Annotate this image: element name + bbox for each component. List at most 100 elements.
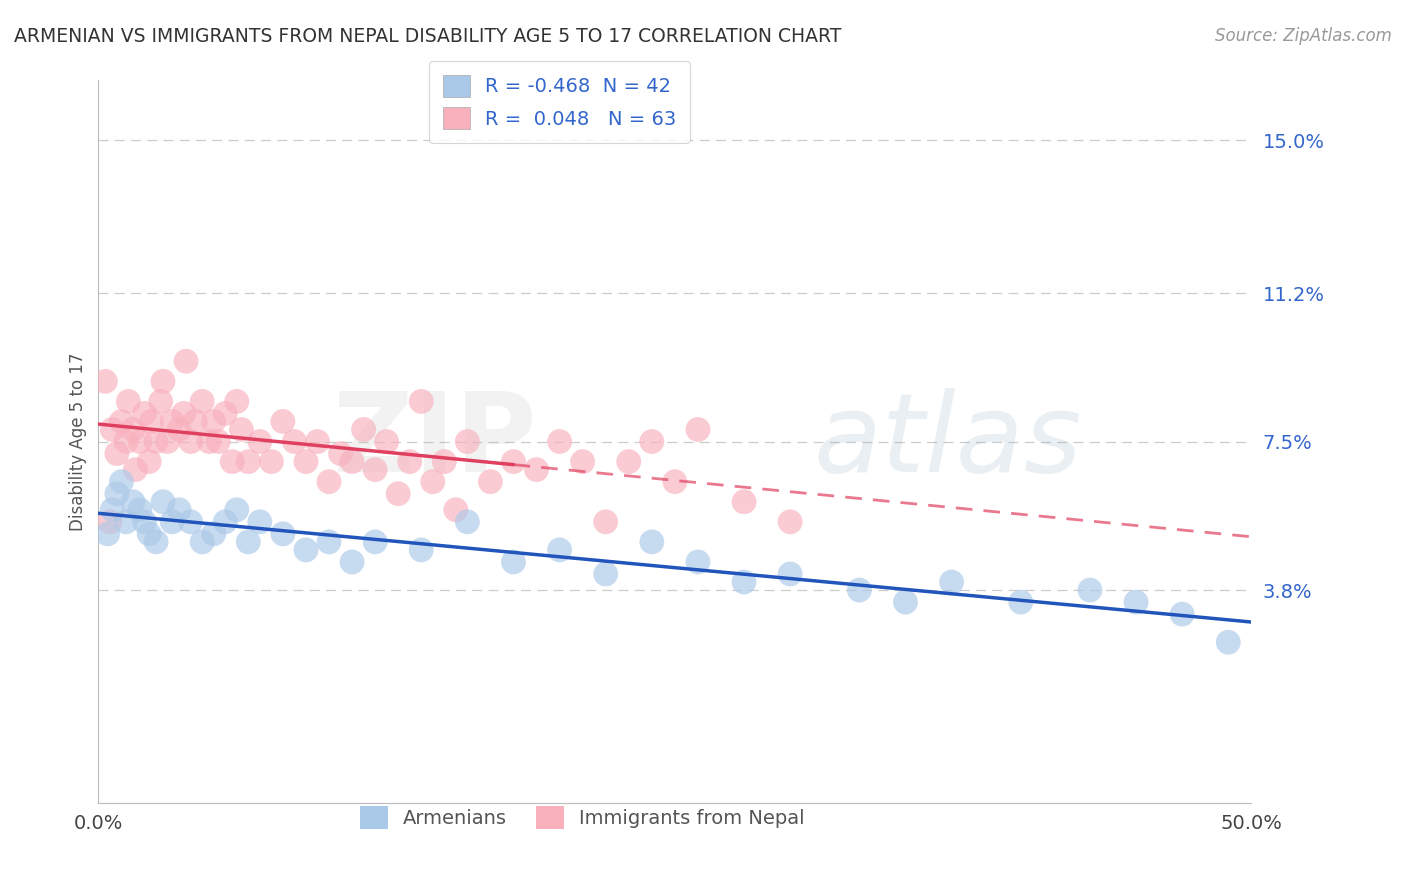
Point <box>548 542 571 557</box>
Point <box>686 423 709 437</box>
Point <box>1125 595 1147 609</box>
Point <box>733 575 755 590</box>
Point <box>411 394 433 409</box>
Point <box>110 414 132 429</box>
Y-axis label: Disability Age 5 to 17: Disability Age 5 to 17 <box>69 352 87 531</box>
Point <box>174 354 197 368</box>
Text: atlas: atlas <box>813 388 1081 495</box>
Point <box>318 475 340 489</box>
Point <box>221 455 243 469</box>
Point <box>97 526 120 541</box>
Point <box>526 462 548 476</box>
Point <box>138 526 160 541</box>
Point <box>225 503 247 517</box>
Text: ZIP: ZIP <box>333 388 537 495</box>
Point <box>124 462 146 476</box>
Point <box>595 567 617 582</box>
Point <box>249 434 271 449</box>
Point <box>122 494 145 508</box>
Point <box>101 423 124 437</box>
Point <box>375 434 398 449</box>
Point <box>152 494 174 508</box>
Point <box>398 455 420 469</box>
Point <box>1078 583 1101 598</box>
Point <box>122 423 145 437</box>
Point <box>167 423 190 437</box>
Point <box>98 515 121 529</box>
Point <box>260 455 283 469</box>
Point <box>202 526 225 541</box>
Point <box>94 375 117 389</box>
Point <box>340 555 363 569</box>
Text: ARMENIAN VS IMMIGRANTS FROM NEPAL DISABILITY AGE 5 TO 17 CORRELATION CHART: ARMENIAN VS IMMIGRANTS FROM NEPAL DISABI… <box>14 27 841 45</box>
Point <box>231 423 253 437</box>
Point <box>191 394 214 409</box>
Point <box>145 535 167 549</box>
Point <box>422 475 444 489</box>
Point <box>307 434 329 449</box>
Point <box>502 555 524 569</box>
Point <box>238 455 260 469</box>
Point <box>353 423 375 437</box>
Point <box>318 535 340 549</box>
Point <box>207 434 229 449</box>
Point <box>191 535 214 549</box>
Point <box>105 487 128 501</box>
Point <box>733 494 755 508</box>
Point <box>571 455 593 469</box>
Point <box>184 414 207 429</box>
Point <box>214 407 236 421</box>
Point <box>138 455 160 469</box>
Point <box>941 575 963 590</box>
Point <box>152 375 174 389</box>
Point <box>129 434 152 449</box>
Point <box>271 526 294 541</box>
Point <box>295 455 318 469</box>
Point <box>411 542 433 557</box>
Point <box>202 414 225 429</box>
Point <box>387 487 409 501</box>
Point <box>444 503 467 517</box>
Point <box>664 475 686 489</box>
Point <box>340 455 363 469</box>
Point <box>214 515 236 529</box>
Point <box>160 414 183 429</box>
Point <box>249 515 271 529</box>
Point <box>502 455 524 469</box>
Point <box>225 394 247 409</box>
Point <box>894 595 917 609</box>
Point <box>1171 607 1194 622</box>
Point <box>145 434 167 449</box>
Point <box>548 434 571 449</box>
Point <box>595 515 617 529</box>
Point <box>479 475 502 489</box>
Text: Source: ZipAtlas.com: Source: ZipAtlas.com <box>1215 27 1392 45</box>
Point <box>180 434 202 449</box>
Point <box>167 503 190 517</box>
Point <box>134 515 156 529</box>
Point <box>271 414 294 429</box>
Point <box>686 555 709 569</box>
Point <box>180 515 202 529</box>
Point <box>141 414 163 429</box>
Point <box>456 515 478 529</box>
Point <box>779 567 801 582</box>
Point <box>238 535 260 549</box>
Point <box>1010 595 1032 609</box>
Point <box>283 434 305 449</box>
Point <box>617 455 640 469</box>
Point <box>329 446 352 460</box>
Point <box>433 455 456 469</box>
Point <box>198 434 221 449</box>
Legend: Armenians, Immigrants from Nepal: Armenians, Immigrants from Nepal <box>353 798 813 837</box>
Point <box>848 583 870 598</box>
Point <box>456 434 478 449</box>
Point <box>115 515 138 529</box>
Point <box>101 503 124 517</box>
Point <box>115 434 138 449</box>
Point <box>779 515 801 529</box>
Point <box>364 462 387 476</box>
Point <box>129 503 152 517</box>
Point <box>295 542 318 557</box>
Point <box>641 434 664 449</box>
